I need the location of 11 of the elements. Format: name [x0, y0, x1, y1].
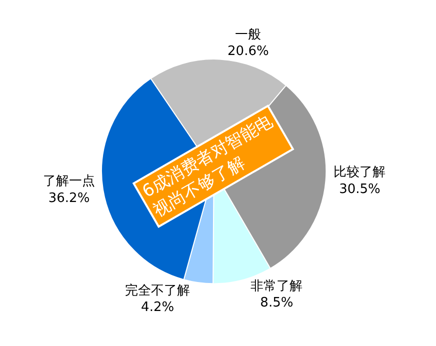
- slice-label: 了解一点: [43, 174, 96, 190]
- data-label: 36.2%: [48, 190, 90, 206]
- text: 6成消费者对智能电 视尚不够了解: [139, 111, 276, 222]
- slice-label: 一般: [235, 27, 262, 42]
- slice-label: 比较了解: [334, 165, 386, 180]
- data-label: 20.6%: [228, 44, 269, 60]
- slice-label: 完全不了解: [125, 282, 190, 298]
- data-label: 30.5%: [339, 182, 380, 198]
- data-label: 4.2%: [141, 300, 174, 316]
- slice-label: 非常了解: [250, 278, 303, 294]
- data-label: 8.5%: [260, 296, 294, 311]
